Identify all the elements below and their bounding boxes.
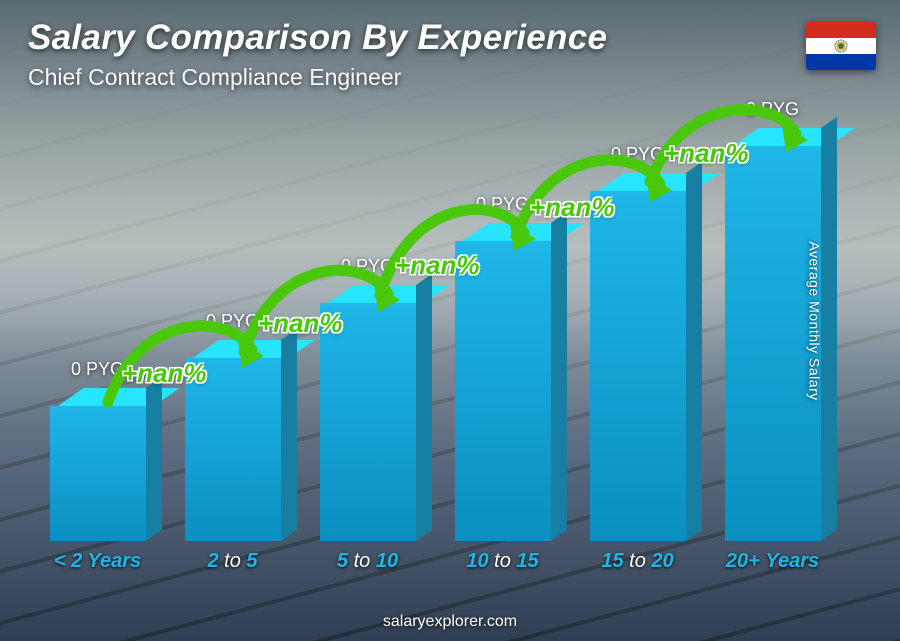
footer-attribution: salaryexplorer.com (0, 613, 900, 631)
bar-col: 0 PYG (165, 311, 300, 541)
bar (185, 340, 281, 541)
bar-col: 0 PYG (300, 256, 435, 541)
bar-side-face (281, 329, 297, 541)
x-axis-label: < 2 Years (30, 550, 165, 573)
x-axis-labels: < 2 Years2 to 55 to 1010 to 1515 to 2020… (30, 550, 840, 573)
y-axis-label: Average Monthly Salary (806, 241, 822, 400)
page-subtitle: Chief Contract Compliance Engineer (28, 64, 607, 91)
bar (590, 173, 686, 541)
bar-col: 0 PYG (30, 359, 165, 541)
bar-side-face (146, 377, 162, 541)
page-title: Salary Comparison By Experience (28, 18, 607, 58)
bar-front-face (590, 191, 686, 541)
bar-side-face (416, 274, 432, 541)
bar-value-label: 0 PYG (206, 311, 259, 332)
x-axis-label: 2 to 5 (165, 550, 300, 573)
x-axis-label: 5 to 10 (300, 550, 435, 573)
bar (50, 388, 146, 541)
flag-emblem (835, 40, 848, 53)
bar-value-label: 0 PYG (341, 256, 394, 277)
bar-side-face (686, 162, 702, 541)
x-axis-label: 10 to 15 (435, 550, 570, 573)
bar-col: 0 PYG (570, 144, 705, 541)
bar-chart: 0 PYG0 PYG0 PYG0 PYG0 PYG0 PYG +nan%+nan… (30, 110, 840, 569)
bar-front-face (455, 241, 551, 541)
bar-value-label: 0 PYG (611, 144, 664, 165)
bar-side-face (551, 212, 567, 541)
bar-value-label: 0 PYG (71, 359, 124, 380)
bar-front-face (320, 303, 416, 541)
x-axis-label: 20+ Years (705, 550, 840, 573)
bar (320, 285, 416, 541)
bars-container: 0 PYG0 PYG0 PYG0 PYG0 PYG0 PYG (30, 110, 840, 541)
bar-value-label: 0 PYG (746, 99, 799, 120)
bar-front-face (185, 358, 281, 541)
bar-col: 0 PYG (435, 194, 570, 541)
x-axis-label: 15 to 20 (570, 550, 705, 573)
bar-front-face (50, 406, 146, 541)
bar (455, 223, 551, 541)
header: Salary Comparison By Experience Chief Co… (28, 18, 607, 91)
bar-value-label: 0 PYG (476, 194, 529, 215)
bar-side-face (821, 117, 837, 541)
flag-paraguay (806, 22, 876, 70)
flag-stripe-bot (806, 54, 876, 70)
flag-stripe-top (806, 22, 876, 38)
